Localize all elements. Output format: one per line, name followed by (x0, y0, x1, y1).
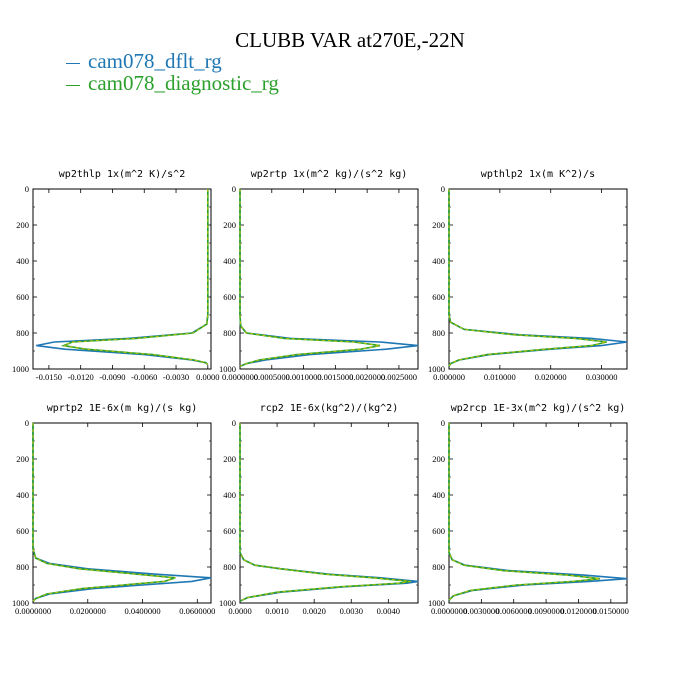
x-tick-label: 0.0400000 (124, 606, 160, 616)
x-tick-label: 0.0025000 (381, 372, 417, 382)
series-line-dflt (239, 189, 419, 368)
panel-title: rcp2 1E-6x(kg^2)/(kg^2) (260, 403, 398, 414)
x-tick-label: 0.0020000 (349, 372, 385, 382)
series-line-diagnostic (60, 189, 209, 366)
x-tick-label: 0.0010000 (286, 372, 322, 382)
y-tick-label: 400 (16, 256, 29, 266)
y-tick-label: 800 (432, 328, 445, 338)
legend: cam078_dflt_rg cam078_diagnostic_rg (66, 50, 279, 94)
x-tick-label: 0.0000 (228, 606, 251, 616)
series-line-diagnostic (448, 189, 607, 367)
y-tick-label: 400 (432, 490, 445, 500)
series-line-diagnostic (239, 423, 411, 602)
y-tick-label: 200 (223, 220, 236, 230)
y-tick-label: 200 (223, 454, 236, 464)
panel-title: wp2thlp 1x(m^2 K)/s^2 (59, 169, 185, 180)
legend-label-diagnostic: cam078_diagnostic_rg (88, 71, 279, 95)
y-tick-label: 0 (232, 184, 236, 194)
series-line-diagnostic (448, 423, 601, 601)
y-tick-label: 0 (441, 184, 445, 194)
x-tick-label: 0.0010 (265, 606, 288, 616)
y-tick-label: 1000 (219, 364, 236, 374)
x-tick-label: 0.0020 (302, 606, 325, 616)
x-tick-label: -0.0030 (163, 372, 189, 382)
x-tick-label: 0.0015000 (317, 372, 353, 382)
x-tick-label: 0.0000000 (222, 372, 258, 382)
x-tick-label: 0.0040 (377, 606, 400, 616)
y-tick-label: 0 (25, 418, 29, 428)
y-tick-label: 600 (16, 526, 29, 536)
y-tick-label: 600 (223, 292, 236, 302)
y-tick-label: 1000 (219, 598, 236, 608)
legend-item-diagnostic: cam078_diagnostic_rg (66, 72, 279, 94)
x-tick-label: 0.0005000 (254, 372, 290, 382)
y-tick-label: 1000 (12, 364, 29, 374)
figure-title: CLUBB VAR at270E,-22N (235, 28, 465, 52)
y-tick-label: 0 (441, 418, 445, 428)
series-line-dflt (32, 423, 212, 602)
y-tick-label: 800 (16, 562, 29, 572)
x-tick-label: 0.010000 (484, 372, 516, 382)
y-tick-label: 400 (432, 256, 445, 266)
series-line-diagnostic-dash (448, 423, 601, 601)
series-line-diagnostic-dash (61, 189, 209, 365)
x-tick-label: -0.0090 (99, 372, 125, 382)
legend-swatch-dflt (66, 62, 80, 64)
x-tick-label: 0.0000000 (15, 606, 51, 616)
series-line-diagnostic-dash (32, 423, 176, 602)
x-tick-label: -0.0150 (36, 372, 62, 382)
x-tick-label: 0.0030 (340, 606, 363, 616)
y-tick-label: 400 (16, 490, 29, 500)
y-tick-label: 200 (16, 220, 29, 230)
x-tick-label: 0.0000000 (431, 606, 467, 616)
x-tick-label: 0.000000 (433, 372, 465, 382)
series-line-dflt (36, 189, 209, 366)
series-line-dflt (448, 189, 628, 367)
x-tick-label: 0.0600000 (179, 606, 215, 616)
legend-item-dflt: cam078_dflt_rg (66, 50, 279, 72)
x-tick-label: 0.020000 (535, 372, 567, 382)
series-line-diagnostic-dash (239, 423, 411, 602)
y-tick-label: 600 (223, 526, 236, 536)
y-tick-label: 1000 (428, 364, 445, 374)
y-tick-label: 1000 (12, 598, 29, 608)
y-tick-label: 200 (16, 454, 29, 464)
plot-frame (239, 188, 419, 370)
panel-title: wp2rtp 1x(m^2 kg)/(s^2 kg) (251, 169, 408, 180)
panel-title: wp2rcp 1E-3x(m^2 kg)/(s^2 kg) (451, 403, 626, 414)
x-tick-label: 0.0120000 (560, 606, 596, 616)
panel-title: wprtp2 1E-6x(m kg)/(s kg) (47, 403, 198, 414)
y-tick-label: 800 (223, 562, 236, 572)
y-tick-label: 800 (223, 328, 236, 338)
x-tick-label: 0.0000 (196, 372, 219, 382)
series-line-diagnostic-dash (448, 189, 607, 367)
x-tick-label: 0.0200000 (70, 606, 106, 616)
plot-frame (239, 422, 419, 604)
y-tick-label: 600 (432, 526, 445, 536)
panel-title: wpthlp2 1x(m K^2)/s (481, 169, 595, 180)
x-tick-label: 0.030000 (586, 372, 618, 382)
y-tick-label: 600 (432, 292, 445, 302)
y-tick-label: 200 (432, 454, 445, 464)
x-tick-label: 0.0030000 (463, 606, 499, 616)
y-tick-label: 1000 (428, 598, 445, 608)
y-tick-label: 0 (25, 184, 29, 194)
y-tick-label: 0 (232, 418, 236, 428)
y-tick-label: 600 (16, 292, 29, 302)
x-tick-label: 0.0090000 (528, 606, 564, 616)
x-tick-label: -0.0060 (131, 372, 157, 382)
legend-label-dflt: cam078_dflt_rg (88, 49, 222, 73)
x-tick-label: 0.0150000 (593, 606, 629, 616)
y-tick-label: 800 (432, 562, 445, 572)
series-line-diagnostic-dash (239, 189, 380, 367)
legend-swatch-diagnostic (66, 84, 80, 86)
y-tick-label: 400 (223, 490, 236, 500)
x-tick-label: -0.0120 (68, 372, 94, 382)
y-tick-label: 400 (223, 256, 236, 266)
x-tick-label: 0.0060000 (496, 606, 532, 616)
y-tick-label: 200 (432, 220, 445, 230)
y-tick-label: 800 (16, 328, 29, 338)
